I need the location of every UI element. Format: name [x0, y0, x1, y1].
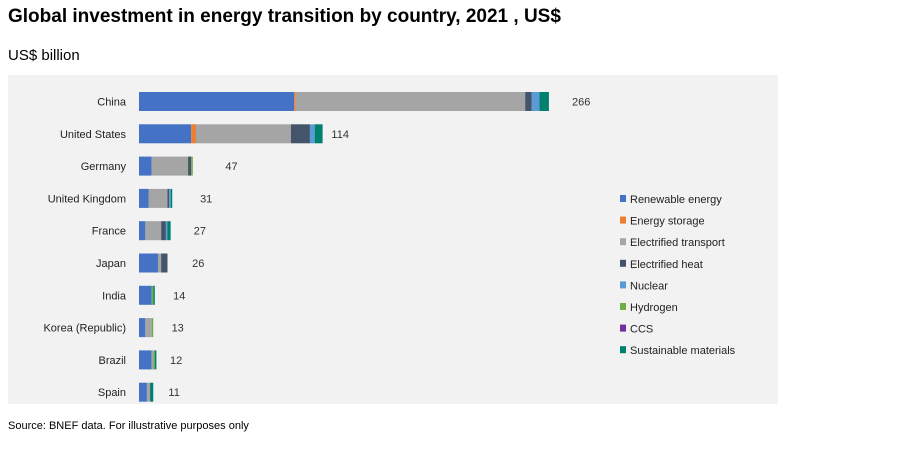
bar-spain-renewable-energy [139, 382, 147, 402]
bar-united-states-sustainable-materials [314, 124, 323, 144]
bar-france-electrified-heat [161, 221, 166, 241]
bar-china-sustainable-materials [539, 92, 549, 111]
bar-brazil-electrified-transport [151, 350, 154, 370]
bar-brazil-renewable-energy [139, 350, 152, 370]
legend-label-electrified-transport: Electrified transport [630, 237, 725, 249]
bar-united-kingdom-electrified-transport [148, 188, 168, 208]
legend-swatch-energy-storage [620, 216, 626, 224]
bar-japan-electrified-heat [161, 253, 168, 273]
bar-china-nuclear [531, 92, 540, 111]
bar-spain-electrified-transport [146, 382, 151, 402]
bar-united-kingdom-sustainable-materials [170, 188, 173, 208]
total-label-united-kingdom: 31 [200, 193, 212, 205]
bar-china-renewable-energy [139, 92, 295, 111]
bar-spain-sustainable-materials [150, 382, 154, 402]
legend-swatch-nuclear [620, 281, 626, 289]
legend-label-hydrogen: Hydrogen [630, 302, 678, 314]
bar-china-electrified-heat [525, 92, 532, 111]
bar-india-hydrogen [151, 285, 154, 305]
legend-swatch-electrified-transport [620, 238, 626, 246]
bar-germany-electrified-transport [151, 156, 189, 176]
bar-united-kingdom-electrified-heat [167, 188, 170, 208]
bar-france-sustainable-materials [167, 221, 171, 241]
bar-united-states-renewable-energy [139, 124, 192, 144]
bar-india-sustainable-materials [153, 285, 155, 305]
bar-korea-republic-renewable-energy [139, 318, 146, 338]
legend-label-energy-storage: Energy storage [630, 216, 705, 228]
legend-label-sustainable-materials: Sustainable materials [630, 345, 736, 357]
legend-swatch-ccs [620, 324, 626, 332]
total-label-japan: 26 [192, 258, 204, 270]
bar-united-states-nuclear [309, 124, 315, 144]
legend-swatch-hydrogen [620, 303, 626, 310]
bar-brazil-sustainable-materials [154, 350, 157, 370]
bar-korea-republic-hydrogen [151, 318, 154, 338]
category-label-japan: Japan [96, 258, 126, 270]
legend-label-electrified-heat: Electrified heat [630, 259, 703, 271]
bar-korea-republic-electrified-transport [145, 318, 152, 338]
legend-swatch-renewable-energy [620, 195, 626, 202]
legend-label-ccs: CCS [630, 324, 653, 336]
bar-germany-hydrogen [191, 156, 193, 176]
stacked-bar-chart: China 266 United States 114 Germany 47 United … [43, 92, 736, 402]
category-label-france: France [92, 226, 126, 238]
bar-china-electrified-transport [295, 92, 526, 111]
legend-label-renewable-energy: Renewable energy [630, 194, 722, 206]
bar-japan-renewable-energy [139, 253, 158, 273]
category-label-china: China [97, 97, 127, 109]
legend-swatch-electrified-heat [620, 259, 626, 267]
total-label-korea-republic: 13 [172, 323, 184, 335]
total-label-brazil: 12 [170, 355, 182, 367]
bar-germany-electrified-heat [188, 156, 192, 176]
total-label-china: 266 [572, 97, 590, 109]
legend-swatch-sustainable-materials [620, 346, 626, 354]
bar-united-kingdom-renewable-energy [139, 188, 149, 208]
chart-plot-area: China 266 United States 114 Germany 47 United … [8, 75, 778, 404]
bar-japan-electrified-transport [157, 253, 162, 273]
chart-title: Global investment in energy transition b… [8, 6, 561, 27]
total-label-india: 14 [173, 290, 185, 302]
total-label-germany: 47 [225, 161, 237, 173]
category-label-korea-republic: Korea (Republic) [43, 323, 126, 335]
bar-united-kingdom-nuclear [169, 188, 171, 208]
total-label-united-states: 114 [331, 129, 349, 141]
category-label-india: India [102, 290, 127, 302]
category-label-brazil: Brazil [98, 355, 126, 367]
total-label-france: 27 [194, 226, 206, 238]
source-note: Source: BNEF data. For illustrative purp… [8, 420, 249, 432]
bar-united-states-electrified-transport [195, 124, 291, 144]
category-label-united-kingdom: United Kingdom [48, 193, 126, 205]
total-label-spain: 11 [168, 387, 179, 399]
category-label-united-states: United States [60, 129, 127, 141]
unit-label: US$ billion [8, 47, 80, 64]
bar-france-electrified-transport [145, 221, 162, 241]
bar-india-renewable-energy [139, 285, 152, 305]
bar-germany-renewable-energy [139, 156, 152, 176]
bar-china-energy-storage [294, 92, 296, 111]
bar-france-renewable-energy [139, 221, 146, 241]
category-label-germany: Germany [81, 161, 127, 173]
bar-brazil-hydrogen [153, 350, 155, 370]
category-label-spain: Spain [98, 387, 126, 399]
bar-united-states-energy-storage [191, 124, 196, 144]
legend-label-nuclear: Nuclear [630, 280, 668, 292]
bar-france-nuclear [165, 221, 168, 241]
bar-united-states-electrified-heat [290, 124, 310, 144]
